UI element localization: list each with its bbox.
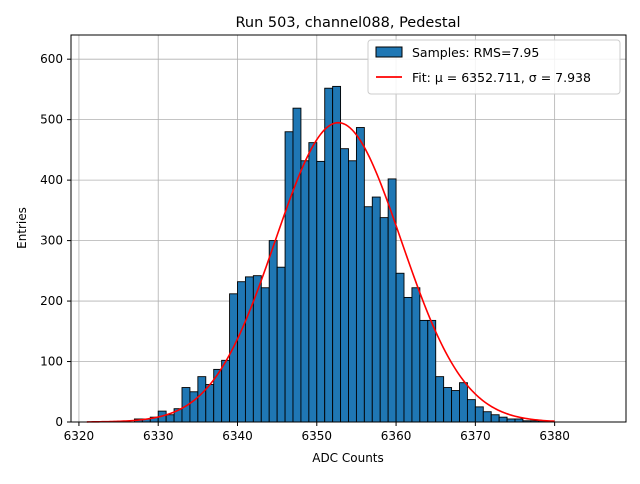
histogram-bar xyxy=(237,281,246,423)
histogram-bar xyxy=(276,266,286,423)
legend: Samples: RMS=7.95 Fit: μ = 6352.711, σ =… xyxy=(367,39,621,95)
histogram-bar xyxy=(427,319,437,423)
y-tick-label: 0 xyxy=(55,415,63,429)
histogram-bar xyxy=(403,296,413,423)
histogram-bar xyxy=(355,127,365,423)
histogram-bar xyxy=(435,376,445,423)
histogram-bar xyxy=(221,359,231,423)
histogram-bar xyxy=(205,384,215,423)
histogram-bar xyxy=(284,131,294,423)
histogram-bar xyxy=(324,87,334,423)
histogram-bar xyxy=(244,276,254,423)
x-tick-label: 6360 xyxy=(381,429,412,443)
y-tick-label: 300 xyxy=(40,234,63,248)
axis-ticks: 6320 6330 6340 6350 6360 6370 6380 0 100 200 300 40… xyxy=(40,52,570,443)
histogram-bar xyxy=(419,319,429,423)
histogram-bar xyxy=(490,414,500,423)
histogram-bar xyxy=(260,287,270,423)
plot-frame xyxy=(70,34,627,423)
histogram-bar xyxy=(395,272,405,423)
y-tick-label: 400 xyxy=(40,173,63,187)
histogram-bar xyxy=(459,382,468,423)
histogram-bar xyxy=(292,107,302,423)
histogram-bar xyxy=(165,414,175,423)
histogram-bar xyxy=(300,160,310,423)
histogram-bar xyxy=(443,387,453,423)
histogram-bar xyxy=(197,376,207,423)
x-tick-label: 6340 xyxy=(222,429,253,443)
histogram-bar xyxy=(316,160,326,423)
x-tick-label: 6370 xyxy=(460,429,491,443)
histogram-bar xyxy=(340,148,349,423)
histogram-bar xyxy=(474,406,484,423)
histogram-bar xyxy=(332,85,342,423)
gaussian-fit-curve xyxy=(86,121,555,423)
histogram-bar xyxy=(451,390,460,423)
histogram-bar xyxy=(482,411,492,423)
x-tick-label: 6380 xyxy=(539,429,570,443)
y-tick-label: 200 xyxy=(40,294,63,308)
histogram-bar xyxy=(371,196,381,423)
histogram-bar xyxy=(466,399,476,423)
legend-samples-label: Samples: RMS=7.95 xyxy=(412,45,539,60)
y-axis-label: Entries xyxy=(15,207,29,249)
x-axis-label: ADC Counts xyxy=(312,451,384,465)
histogram-bar xyxy=(363,206,373,423)
histogram-bar xyxy=(498,416,508,423)
y-tick-label: 100 xyxy=(40,355,63,369)
x-tick-label: 6350 xyxy=(302,429,333,443)
histogram-bar xyxy=(229,293,238,423)
legend-samples-swatch xyxy=(375,46,403,58)
x-tick-label: 6330 xyxy=(143,429,174,443)
chart-title: Run 503, channel088, Pedestal xyxy=(235,15,460,31)
histogram-bar xyxy=(348,160,357,423)
legend-box xyxy=(367,39,621,95)
histogram-bar xyxy=(189,391,199,423)
histogram-bar xyxy=(308,142,318,423)
histogram-bar xyxy=(268,240,278,423)
legend-fit-label: Fit: μ = 6352.711, σ = 7.938 xyxy=(412,70,591,85)
y-tick-label: 500 xyxy=(40,113,63,127)
histogram-bar xyxy=(411,287,421,423)
x-tick-label: 6320 xyxy=(64,429,95,443)
y-tick-label: 600 xyxy=(40,52,63,66)
histogram-bar xyxy=(379,217,389,423)
